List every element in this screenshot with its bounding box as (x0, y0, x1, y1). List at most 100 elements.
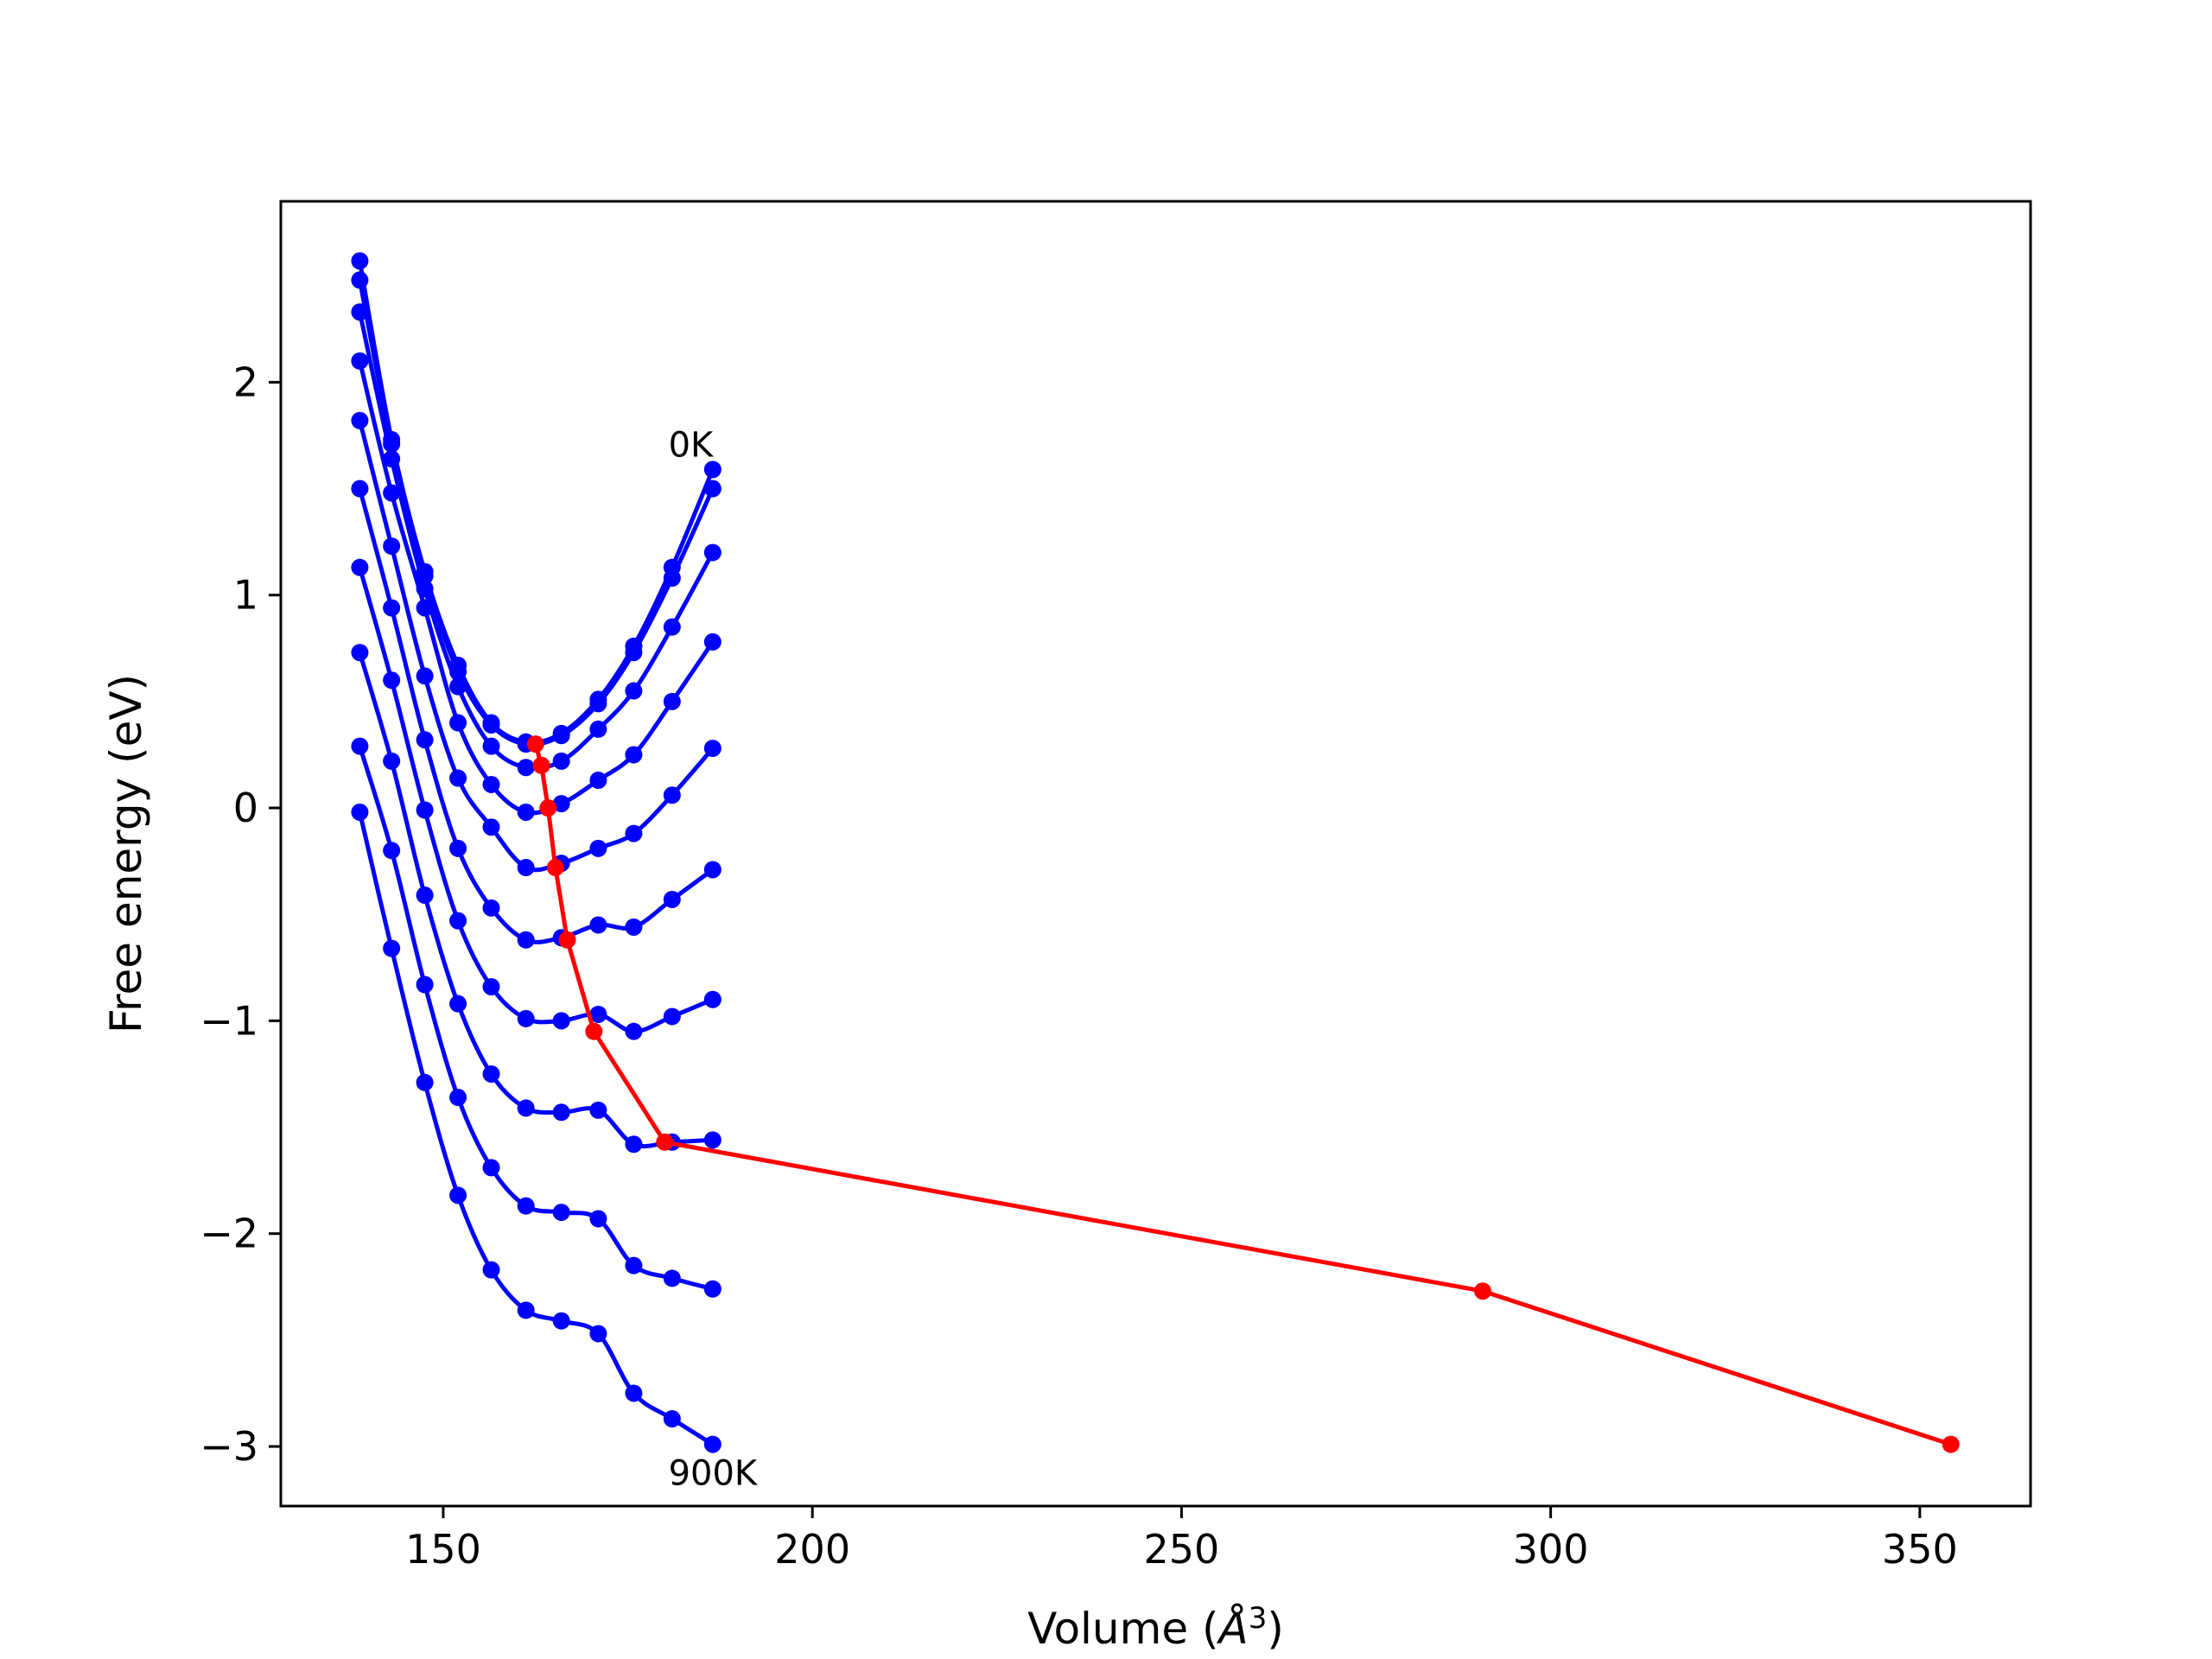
data-point (589, 720, 607, 738)
minimum-point (546, 859, 564, 877)
data-point (663, 890, 681, 908)
data-point (416, 599, 434, 617)
x-axis-label-post: ) (1267, 1604, 1284, 1654)
y-axis-label: Free energy (eV) (101, 674, 151, 1033)
data-point (552, 1012, 570, 1030)
data-point (383, 671, 401, 690)
data-point (449, 714, 467, 732)
data-point (449, 912, 467, 930)
y-tick-label: −1 (200, 997, 258, 1044)
data-point (663, 1269, 681, 1287)
minimum-point (539, 799, 557, 817)
data-point (482, 1261, 500, 1279)
data-point (416, 731, 434, 749)
x-tick-label: 200 (774, 1526, 850, 1573)
data-point (482, 1065, 500, 1083)
x-tick-label: 250 (1143, 1526, 1219, 1573)
data-points (351, 251, 721, 1453)
data-point (625, 1384, 643, 1402)
data-point (703, 1280, 721, 1298)
y-axis-ticks: 2 1 0 −1 −2 −3 (200, 359, 281, 1470)
data-point (449, 1089, 467, 1107)
fitted-curve (358, 745, 714, 1292)
data-point (416, 1073, 434, 1091)
y-tick-label: −2 (200, 1211, 258, 1257)
data-point (703, 861, 721, 879)
data-point (517, 803, 535, 821)
data-point (517, 1301, 535, 1319)
data-point (351, 352, 369, 370)
data-point (517, 1009, 535, 1027)
data-point (383, 599, 401, 617)
data-point (589, 772, 607, 790)
x-axis-label: Volume (Å3) (1027, 1601, 1284, 1654)
data-point (383, 450, 401, 468)
data-point (351, 480, 369, 498)
x-axis-label-symbol: Å (1217, 1604, 1249, 1654)
x-tick-label: 150 (405, 1526, 481, 1573)
data-point (552, 727, 570, 745)
data-point (663, 786, 681, 804)
data-point (482, 1159, 500, 1177)
fitted-curve (357, 279, 715, 747)
data-point (482, 775, 500, 793)
data-point (351, 251, 369, 270)
data-point (351, 803, 369, 821)
data-point (383, 537, 401, 556)
data-point (552, 1103, 570, 1122)
data-point (517, 859, 535, 877)
data-point (351, 737, 369, 755)
minimum-point (526, 735, 544, 753)
x-axis-label-exponent: 3 (1249, 1601, 1268, 1636)
data-point (517, 759, 535, 777)
data-point (449, 769, 467, 787)
data-point (589, 1005, 607, 1023)
fitted-curve (357, 652, 713, 1149)
plot-frame (279, 200, 2032, 1508)
fitted-curve (357, 487, 715, 944)
data-point (416, 667, 434, 685)
x-tick-label: 350 (1882, 1526, 1958, 1573)
data-point (416, 567, 434, 585)
data-point (383, 939, 401, 957)
data-point (383, 484, 401, 502)
data-point (625, 918, 643, 936)
data-point (663, 1007, 681, 1026)
annotations: 0K 900K (669, 426, 759, 1494)
data-point (552, 1312, 570, 1330)
data-point (552, 752, 570, 770)
data-point (663, 569, 681, 588)
data-point (449, 995, 467, 1013)
minimum-point (1474, 1282, 1492, 1300)
minimum-point (532, 756, 550, 774)
fitted-curve (357, 260, 715, 745)
y-tick-label: 1 (233, 572, 258, 619)
data-point (482, 899, 500, 917)
data-point (625, 1256, 643, 1274)
data-point (351, 644, 369, 662)
data-point (482, 818, 500, 836)
data-point (703, 461, 721, 479)
data-point (449, 663, 467, 681)
minima-path (526, 735, 1960, 1453)
data-point (625, 746, 643, 764)
data-point (482, 737, 500, 755)
data-point (517, 1197, 535, 1215)
y-tick-label: 2 (233, 359, 258, 405)
data-point (552, 1204, 570, 1222)
minimum-point (585, 1022, 603, 1040)
data-point (589, 1210, 607, 1228)
data-point (663, 1410, 681, 1428)
fitted-curves (357, 260, 715, 1446)
data-point (383, 752, 401, 770)
data-point (663, 692, 681, 710)
y-tick-label: 0 (233, 785, 258, 831)
data-point (416, 976, 434, 994)
data-point (625, 1022, 643, 1040)
data-point (703, 740, 721, 758)
data-point (703, 1435, 721, 1453)
data-point (383, 435, 401, 453)
minimum-point (1942, 1435, 1960, 1453)
data-point (703, 1131, 721, 1149)
